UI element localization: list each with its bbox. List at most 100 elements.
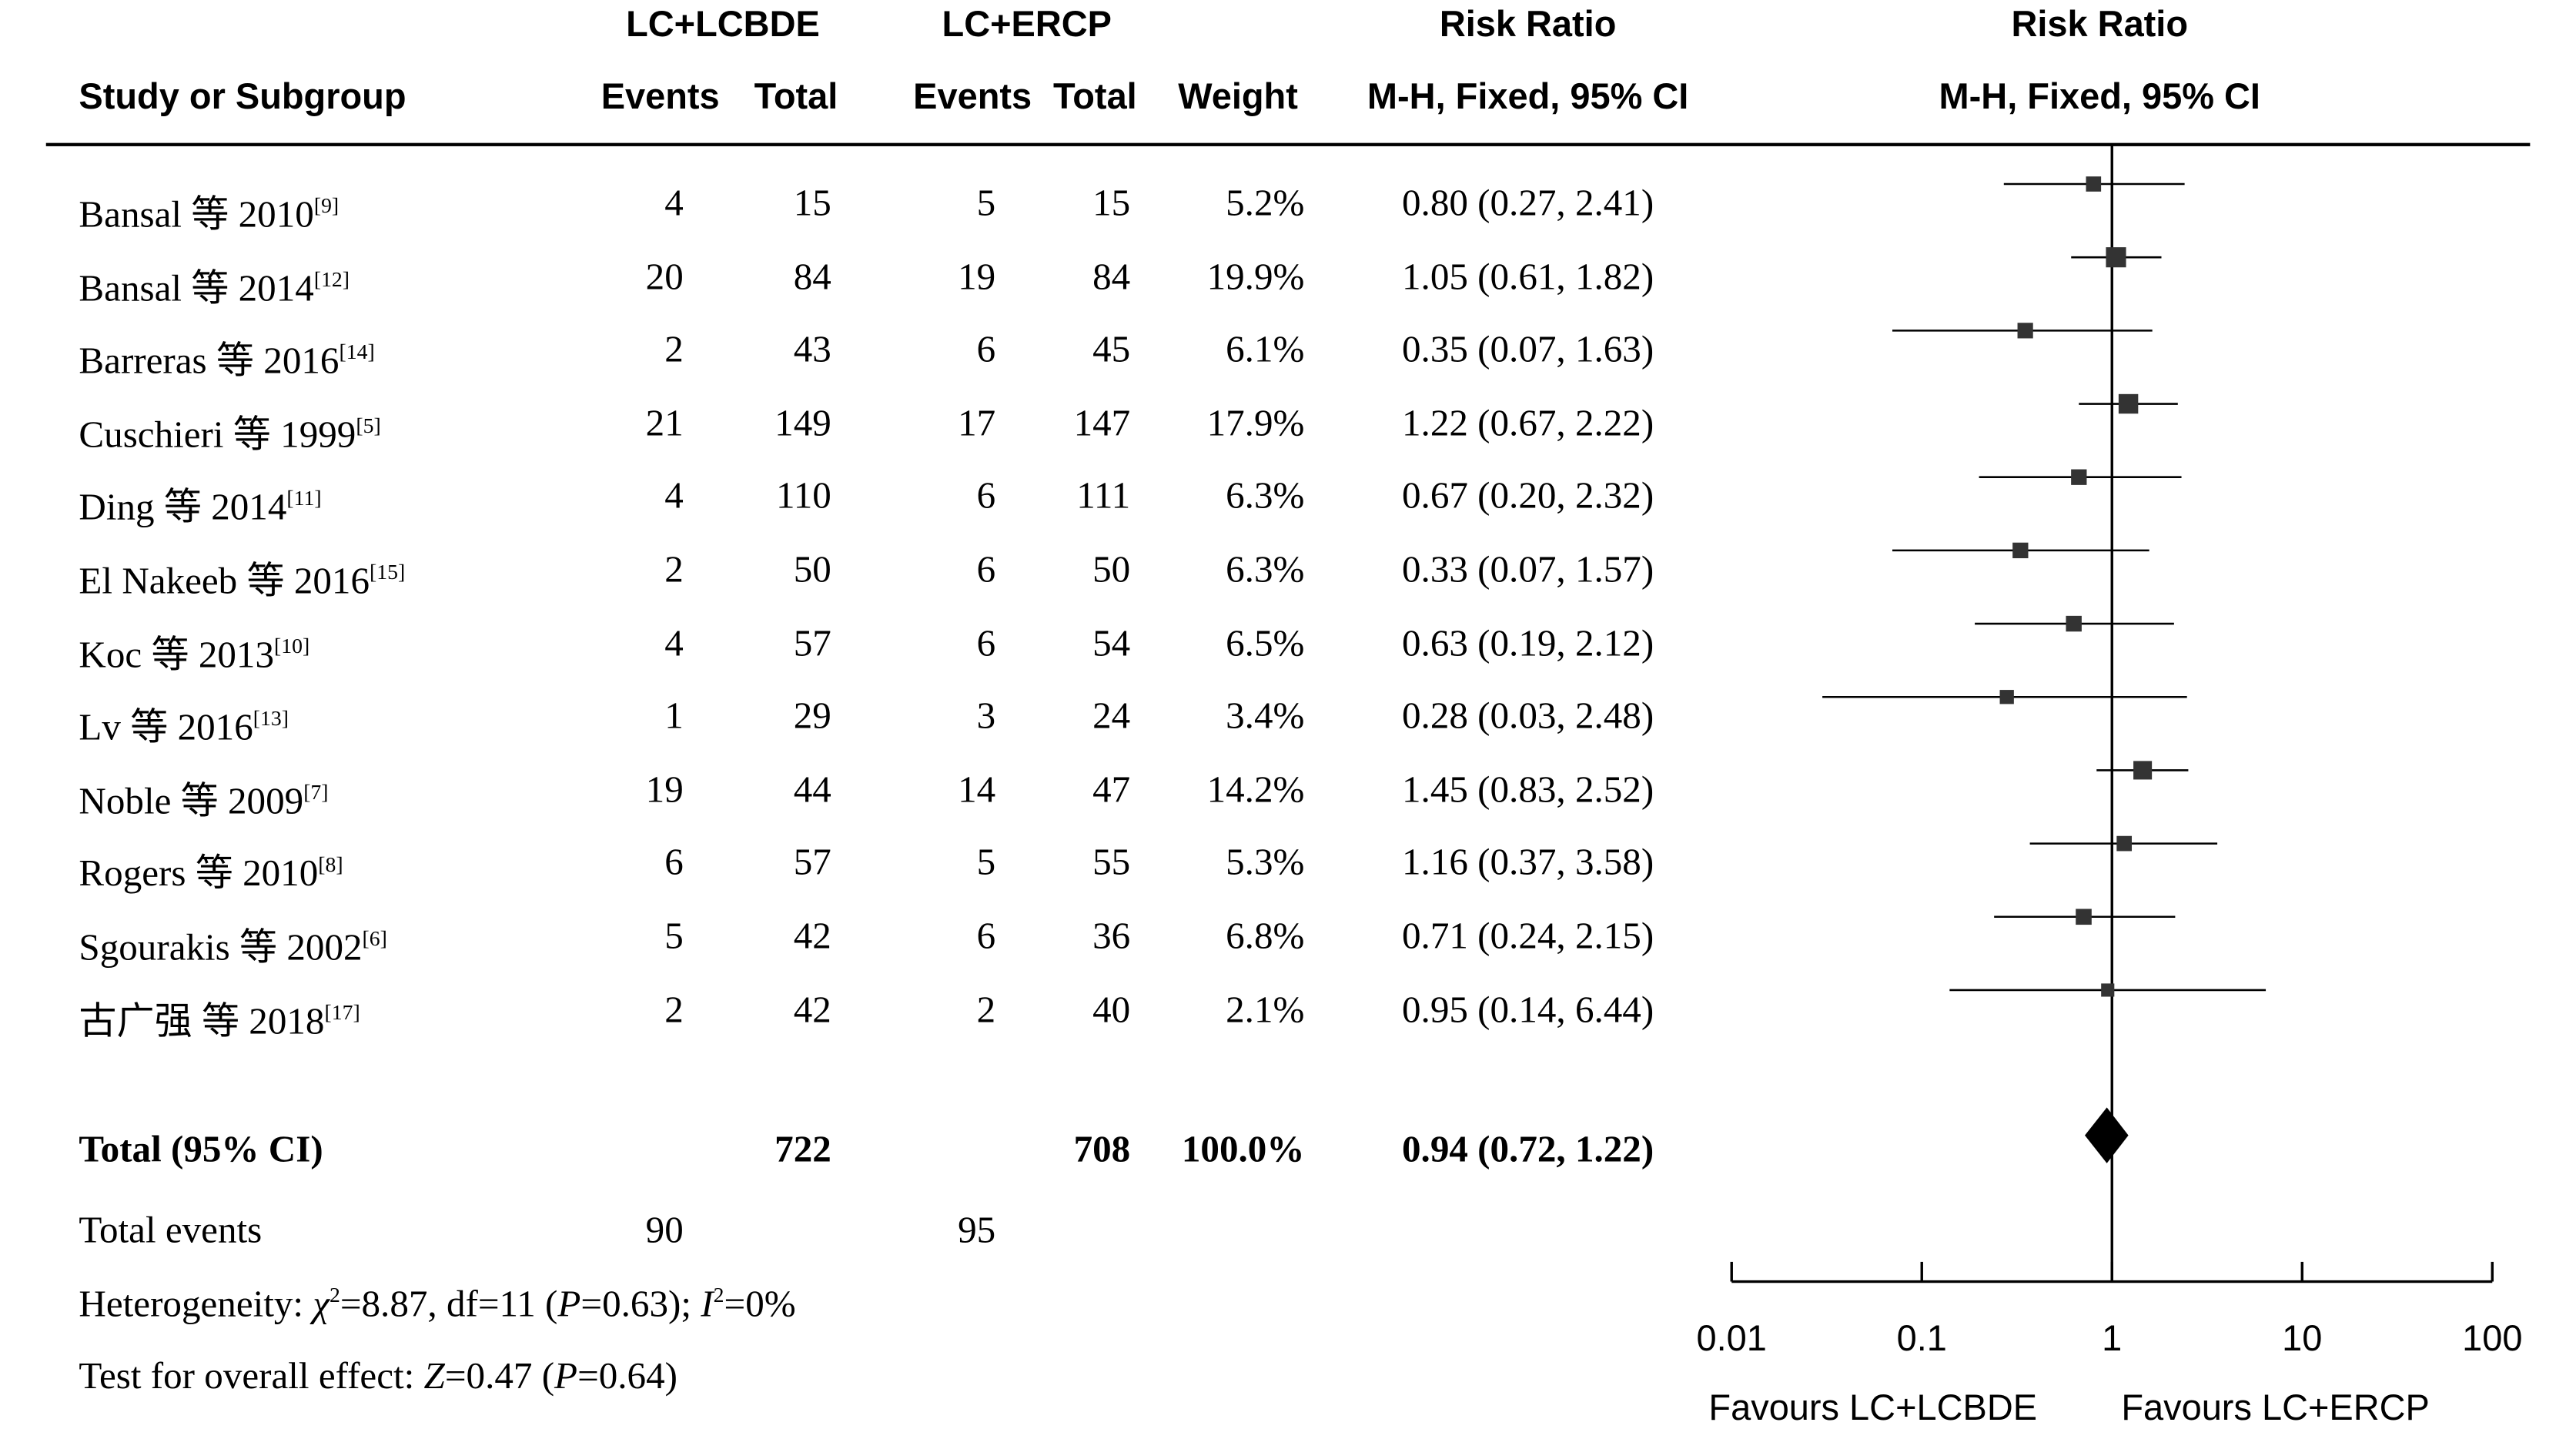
study-events1: 19 <box>645 768 684 810</box>
study-events1: 2 <box>664 329 684 370</box>
study-name: Ding 等 2014[11] <box>79 476 321 532</box>
study-total1: 15 <box>793 182 831 224</box>
study-total1: 50 <box>793 548 831 591</box>
study-point-square <box>2012 542 2029 559</box>
total-label: Total (95% CI) <box>79 1129 323 1170</box>
header-divider <box>45 142 2531 146</box>
events2-header: Events <box>913 75 1032 117</box>
study-column-header: Study or Subgroup <box>79 75 406 117</box>
study-total1: 110 <box>775 475 831 517</box>
study-point-square <box>2066 615 2082 632</box>
study-reference: [10] <box>274 632 310 658</box>
study-point-square <box>2086 176 2102 192</box>
study-reference: [9] <box>313 192 340 218</box>
heterogeneity-stat: Heterogeneity: χ2=8.87, df=11 (P=0.63); … <box>79 1282 796 1325</box>
x-tick-label: 10 <box>2282 1317 2323 1359</box>
study-total1: 29 <box>793 695 831 737</box>
study-events1: 5 <box>664 915 684 956</box>
total-events1: 90 <box>645 1209 684 1250</box>
study-name: Bansal 等 2014[12] <box>79 256 350 312</box>
study-ci: 1.16 (0.37, 3.58) <box>1402 842 1654 883</box>
total2-header: Total <box>1053 75 1137 117</box>
study-events1: 1 <box>664 695 684 737</box>
study-name-text: 古广强 等 2018 <box>79 999 325 1042</box>
study-name-text: Cuschieri 等 1999 <box>79 413 356 455</box>
study-point-square <box>2017 323 2033 339</box>
x-tick-label: 1 <box>2102 1317 2123 1359</box>
study-ci: 0.67 (0.20, 2.32) <box>1402 475 1654 517</box>
overall-effect-stat: Test for overall effect: Z=0.47 (P=0.64) <box>79 1355 678 1397</box>
study-events1: 6 <box>664 842 684 883</box>
study-events1: 20 <box>645 256 684 297</box>
study-events2: 3 <box>976 695 996 737</box>
study-total1: 42 <box>793 988 831 1030</box>
study-events2: 5 <box>976 842 996 883</box>
events1-header: Events <box>601 75 720 117</box>
study-reference: [14] <box>339 339 375 364</box>
study-name: Bansal 等 2010[9] <box>79 182 339 239</box>
total1-header: Total <box>754 75 838 117</box>
study-reference: [13] <box>253 705 289 731</box>
study-total2: 50 <box>1092 548 1131 591</box>
study-name: Sgourakis 等 2002[6] <box>79 915 386 972</box>
study-ci: 0.71 (0.24, 2.15) <box>1402 915 1654 956</box>
study-total2: 84 <box>1092 256 1131 297</box>
group2-header: LC+ERCP <box>942 3 1112 45</box>
study-point-square <box>2076 909 2092 925</box>
study-ci: 0.28 (0.03, 2.48) <box>1402 695 1654 737</box>
plot-title-header: Risk Ratio <box>2011 3 2189 45</box>
study-events2: 19 <box>958 256 996 297</box>
study-ci: 1.22 (0.67, 2.22) <box>1402 402 1654 443</box>
weight-header: Weight <box>1178 75 1298 117</box>
study-events1: 4 <box>664 621 684 664</box>
study-reference: [7] <box>303 778 329 804</box>
study-weight: 2.1% <box>1226 988 1305 1030</box>
study-name-text: Koc 等 2013 <box>79 633 275 675</box>
rr-title-header: Risk Ratio <box>1439 3 1617 45</box>
study-total1: 84 <box>793 256 831 297</box>
total-events-label: Total events <box>79 1209 263 1250</box>
study-events2: 17 <box>958 402 996 443</box>
study-events2: 6 <box>976 548 996 591</box>
study-events2: 2 <box>976 988 996 1030</box>
study-weight: 14.2% <box>1206 768 1305 810</box>
study-weight: 6.1% <box>1226 329 1305 370</box>
total-diamond <box>2085 1107 2129 1163</box>
study-reference: [11] <box>286 486 322 511</box>
study-name-text: Barreras 等 2016 <box>79 340 340 382</box>
study-name: El Nakeeb 等 2016[15] <box>79 549 405 605</box>
plot-method-header: M-H, Fixed, 95% CI <box>1939 75 2260 117</box>
study-reference: [6] <box>362 925 387 951</box>
study-events2: 5 <box>976 182 996 224</box>
study-total2: 24 <box>1092 695 1131 737</box>
study-events2: 6 <box>976 621 996 664</box>
study-point-square <box>2118 393 2139 414</box>
study-events2: 6 <box>976 915 996 956</box>
study-point-square <box>2101 983 2115 997</box>
study-total2: 54 <box>1092 621 1131 664</box>
study-name-text: Noble 等 2009 <box>79 780 304 822</box>
favours-right-label: Favours LC+ERCP <box>2121 1387 2430 1428</box>
rr-method-header: M-H, Fixed, 95% CI <box>1367 75 1689 117</box>
study-total2: 15 <box>1092 182 1131 224</box>
study-events1: 2 <box>664 548 684 591</box>
study-point-square <box>2106 247 2126 268</box>
study-point-square <box>2133 761 2153 780</box>
study-weight: 5.3% <box>1226 842 1305 883</box>
study-total2: 147 <box>1073 402 1131 443</box>
study-name: Rogers 等 2010[8] <box>79 842 343 898</box>
study-total2: 111 <box>1076 475 1131 517</box>
study-name: 古广强 等 2018[17] <box>79 989 360 1045</box>
study-weight: 6.5% <box>1226 621 1305 664</box>
x-tick-label: 100 <box>2462 1317 2523 1359</box>
study-total1: 44 <box>793 768 831 810</box>
study-reference: [15] <box>370 559 406 584</box>
study-name-text: Bansal 等 2010 <box>79 193 314 236</box>
study-ci: 0.33 (0.07, 1.57) <box>1402 548 1654 591</box>
study-name: Noble 等 2009[7] <box>79 768 328 825</box>
study-events2: 6 <box>976 329 996 370</box>
total-ci: 0.94 (0.72, 1.22) <box>1402 1129 1654 1170</box>
group1-header: LC+LCBDE <box>626 3 820 45</box>
study-name: Cuschieri 等 1999[5] <box>79 402 380 458</box>
study-reference: [8] <box>318 852 343 877</box>
